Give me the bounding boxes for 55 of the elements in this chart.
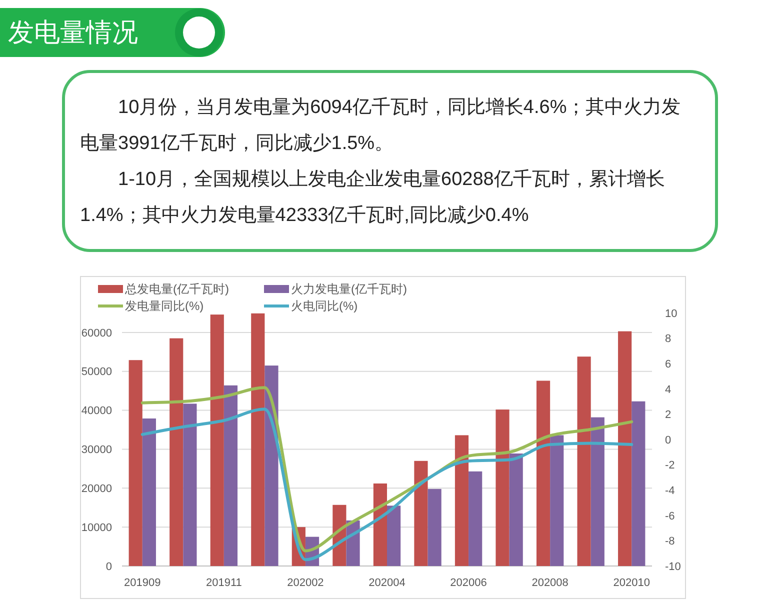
legend-label: 火力发电量(亿千瓦时)	[291, 282, 407, 296]
y-tick-label: 60000	[81, 327, 112, 340]
x-tick-label: 201911	[206, 576, 242, 589]
bar	[618, 331, 632, 566]
legend-label: 火电同比(%)	[291, 299, 358, 314]
y2-tick-label: 8	[665, 333, 672, 346]
bar	[536, 380, 550, 566]
bar	[550, 435, 564, 566]
x-tick-label: 202004	[368, 576, 406, 589]
bar	[183, 404, 197, 566]
bar	[387, 506, 401, 566]
y2-tick-label: -4	[665, 484, 675, 497]
bar	[468, 471, 482, 566]
x-tick-label: 202002	[287, 576, 324, 589]
y-tick-label: 0	[106, 560, 112, 573]
y-tick-label: 10000	[81, 522, 112, 534]
bar	[590, 417, 604, 566]
bar	[414, 460, 428, 566]
bar	[509, 454, 523, 566]
y-tick-label: 30000	[81, 444, 112, 456]
text: 1-10月，全国规模以上发电企业发电量60288亿千瓦时，累计增长1.4%；其中火力发电量42333亿千瓦时,同比减少0.4%	[80, 168, 666, 228]
y2-tick-label: -6	[665, 510, 675, 522]
y2-tick-label: 10	[665, 308, 678, 320]
line-series	[140, 408, 634, 562]
bar	[428, 488, 442, 566]
bar	[128, 360, 142, 566]
y2-tick-label: 4	[665, 384, 672, 396]
bar	[496, 410, 510, 566]
y2-tick-label: -2	[665, 460, 675, 472]
bar	[170, 338, 184, 566]
x-tick-label: 202006	[450, 576, 487, 589]
y-tick-label: 40000	[81, 405, 112, 418]
bar	[210, 314, 224, 566]
text: 10月份，当月发电量为6094亿千瓦时，同比增长4.6%；其中火力发电量3991亿千瓦时，同比减少1.5%。	[80, 96, 682, 156]
x-tick-label: 202008	[532, 576, 568, 589]
y-tick-label: 50000	[81, 366, 112, 378]
x-tick-label: 202010	[613, 576, 650, 589]
bar	[454, 435, 469, 566]
legend-label: 总发电量(亿千瓦时)	[124, 282, 229, 296]
bar	[632, 401, 646, 566]
x-tick-label: 201909	[124, 576, 161, 589]
y-tick-label: 20000	[81, 483, 112, 496]
bar	[577, 356, 591, 566]
y2-tick-label: -10	[665, 560, 681, 573]
y2-tick-label: -8	[665, 536, 675, 548]
legend-label: 发电量同比(%)	[125, 299, 204, 314]
y2-tick-label: 0	[665, 434, 672, 446]
y2-tick-label: 2	[665, 409, 672, 422]
bar	[373, 483, 387, 566]
bar	[142, 418, 156, 566]
bar	[251, 313, 265, 566]
y2-tick-label: 6	[665, 358, 672, 370]
line-series	[140, 386, 634, 552]
bar	[224, 385, 238, 566]
chart-title: 发电量情况	[8, 16, 138, 49]
